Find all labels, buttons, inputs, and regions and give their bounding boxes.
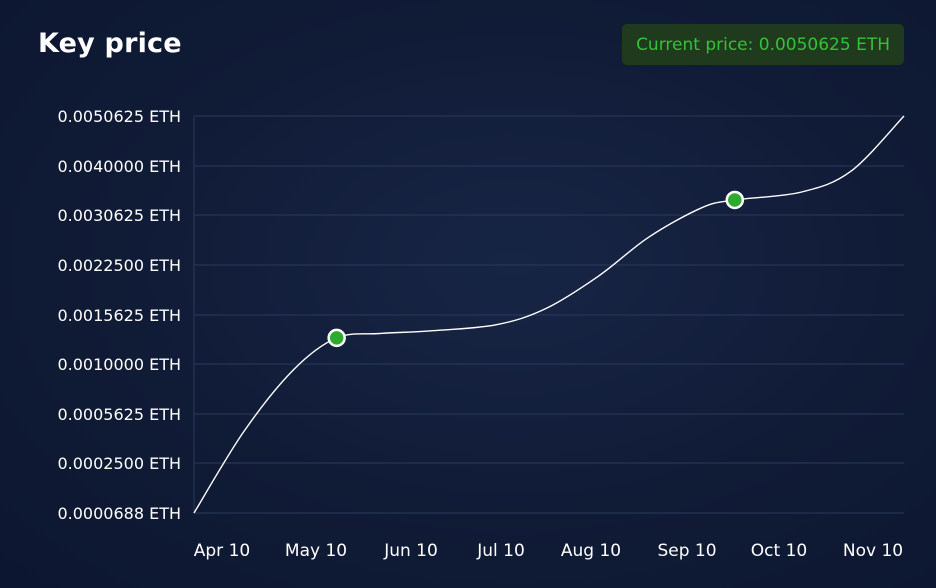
- x-tick-label: May 10: [285, 541, 347, 561]
- highlighted-point[interactable]: [327, 328, 346, 348]
- chart-title: Key price: [38, 28, 182, 59]
- y-tick-label: 0.0022500 ETH: [57, 256, 181, 275]
- x-tick-label: Jun 10: [383, 541, 438, 561]
- x-tick-label: Nov 10: [843, 541, 903, 561]
- price-line: [193, 115, 905, 514]
- y-tick-label: 0.0015625 ETH: [57, 306, 181, 325]
- y-tick-label: 0.0010000 ETH: [57, 355, 181, 374]
- y-tick-label: 0.0002500 ETH: [57, 454, 181, 473]
- x-tick-label: Aug 10: [561, 541, 621, 561]
- highlighted-points: [327, 190, 745, 348]
- price-series: [193, 115, 905, 514]
- grid-lines: [193, 115, 904, 514]
- x-tick-label: Jul 10: [476, 541, 525, 561]
- x-axis-ticks: Apr 10 May 10 Jun 10 Jul 10 Aug 10 Sep 10 Oct …: [194, 541, 903, 561]
- y-tick-label: 0.0050625 ETH: [57, 107, 181, 126]
- current-price-badge: Current price: 0.0050625 ETH: [622, 24, 904, 65]
- x-tick-label: Apr 10: [194, 541, 250, 561]
- highlighted-point[interactable]: [725, 190, 745, 210]
- y-tick-label: 0.0030625 ETH: [57, 206, 181, 225]
- x-tick-label: Sep 10: [657, 541, 716, 561]
- x-tick-label: Oct 10: [751, 541, 807, 561]
- y-tick-label: 0.0000688 ETH: [57, 504, 181, 523]
- y-tick-label: 0.0005625 ETH: [57, 405, 181, 424]
- y-tick-label: 0.0040000 ETH: [57, 157, 181, 176]
- y-axis-ticks: 0.0000688 ETH 0.0002500 ETH 0.0005625 ETH 0…: [57, 107, 181, 523]
